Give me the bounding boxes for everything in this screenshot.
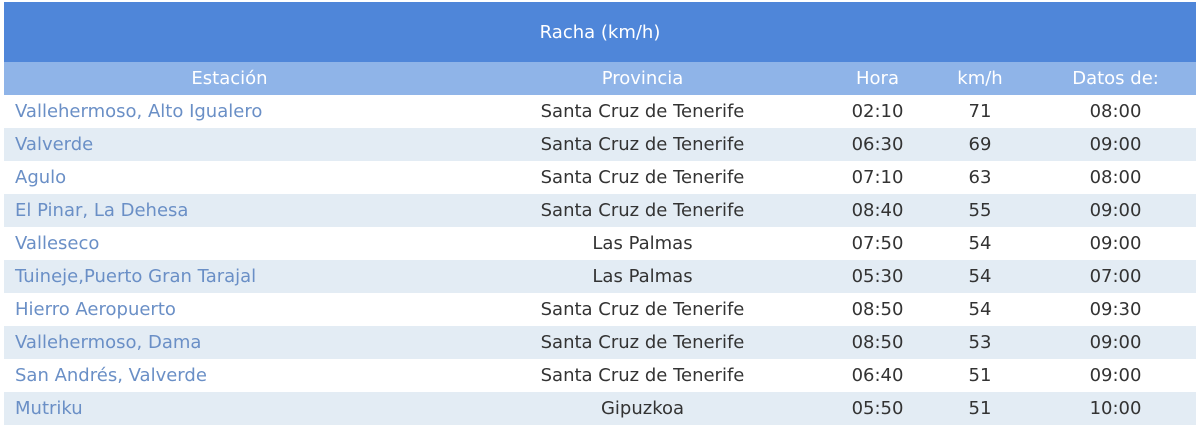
cell-time: 05:30 xyxy=(830,260,925,293)
column-header-data-time: Datos de: xyxy=(1035,62,1197,95)
cell-time: 08:50 xyxy=(830,326,925,359)
cell-speed: 54 xyxy=(925,260,1035,293)
cell-time: 08:50 xyxy=(851,299,904,320)
cell-data-time: 09:00 xyxy=(1035,326,1197,359)
cell-data-time: 09:00 xyxy=(1035,128,1197,161)
cell-speed: 54 xyxy=(968,299,992,320)
cell-speed: 51 xyxy=(968,365,992,386)
cell-time: 02:10 xyxy=(851,101,904,122)
cell-province: Gipuzkoa xyxy=(455,392,830,425)
table-row: Valverde Santa Cruz de Tenerife 06:30 69 09:… xyxy=(4,128,1197,161)
station-link[interactable]: Valverde xyxy=(4,128,455,161)
table-title: Racha (km/h) xyxy=(4,2,1197,62)
station-link[interactable]: Agulo xyxy=(15,167,67,188)
cell-time: 05:50 xyxy=(830,392,925,425)
cell-time: 08:40 xyxy=(830,194,925,227)
wind-gust-table: Racha (km/h) Estación Provincia Hora km/h Da… xyxy=(4,2,1197,425)
cell-province: Las Palmas xyxy=(455,260,830,293)
cell-data-time: 10:00 xyxy=(1035,392,1197,425)
cell-province: Santa Cruz de Tenerife xyxy=(455,326,830,359)
cell-data-time: 08:00 xyxy=(1089,167,1142,188)
cell-time: 06:30 xyxy=(830,128,925,161)
cell-speed: 69 xyxy=(925,128,1035,161)
column-header-province: Provincia xyxy=(455,62,830,95)
column-header-speed: km/h xyxy=(925,62,1035,95)
station-link[interactable]: Valleseco xyxy=(15,233,100,254)
cell-speed: 51 xyxy=(925,392,1035,425)
table-row: Tuineje,Puerto Gran Tarajal Las Palmas 05:… xyxy=(4,260,1197,293)
cell-time: 06:40 xyxy=(851,365,904,386)
cell-speed: 63 xyxy=(968,167,992,188)
cell-speed: 53 xyxy=(925,326,1035,359)
station-link[interactable]: San Andrés, Valverde xyxy=(15,365,207,386)
station-link[interactable]: Tuineje,Puerto Gran Tarajal xyxy=(4,260,455,293)
table-row: Valleseco Las Palmas 07:50 54 09:00 xyxy=(4,227,1196,260)
station-link[interactable]: Vallehermoso, Alto Igualero xyxy=(15,101,263,122)
cell-speed: 54 xyxy=(968,233,992,254)
cell-time: 07:50 xyxy=(851,233,904,254)
cell-province: Santa Cruz de Tenerife xyxy=(540,167,745,188)
table-row: Agulo Santa Cruz de Tenerife 07:10 63 08:00 xyxy=(4,161,1196,194)
cell-province: Santa Cruz de Tenerife xyxy=(540,365,745,386)
cell-speed: 71 xyxy=(968,101,992,122)
cell-province: Santa Cruz de Tenerife xyxy=(540,299,745,320)
cell-speed: 55 xyxy=(925,194,1035,227)
column-header-time: Hora xyxy=(830,62,925,95)
table-row: Vallehermoso, Alto Igualero Santa Cruz de… xyxy=(4,95,1196,128)
station-link[interactable]: Hierro Aeropuerto xyxy=(15,299,176,320)
station-link[interactable]: El Pinar, La Dehesa xyxy=(4,194,455,227)
cell-data-time: 08:00 xyxy=(1089,101,1142,122)
column-header-station: Estación xyxy=(4,62,455,95)
cell-data-time: 09:00 xyxy=(1089,365,1142,386)
cell-province: Santa Cruz de Tenerife xyxy=(540,101,745,122)
cell-province: Santa Cruz de Tenerife xyxy=(455,194,830,227)
cell-province: Santa Cruz de Tenerife xyxy=(455,128,830,161)
cell-time: 07:10 xyxy=(851,167,904,188)
cell-data-time: 07:00 xyxy=(1035,260,1197,293)
cell-data-time: 09:00 xyxy=(1035,194,1197,227)
table-row: Vallehermoso, Dama Santa Cruz de Tenerife… xyxy=(4,326,1197,359)
table-row: El Pinar, La Dehesa Santa Cruz de Tenerif… xyxy=(4,194,1197,227)
cell-data-time: 09:30 xyxy=(1089,299,1142,320)
table-row: Hierro Aeropuerto Santa Cruz de Tenerife 0… xyxy=(4,293,1196,326)
station-link[interactable]: Vallehermoso, Dama xyxy=(4,326,455,359)
cell-province: Las Palmas xyxy=(592,233,693,254)
cell-data-time: 09:00 xyxy=(1089,233,1142,254)
station-link[interactable]: Mutriku xyxy=(4,392,455,425)
table-row: San Andrés, Valverde Santa Cruz de Teneri… xyxy=(4,359,1196,392)
table-row: Mutriku Gipuzkoa 05:50 51 10:00 xyxy=(4,392,1197,425)
